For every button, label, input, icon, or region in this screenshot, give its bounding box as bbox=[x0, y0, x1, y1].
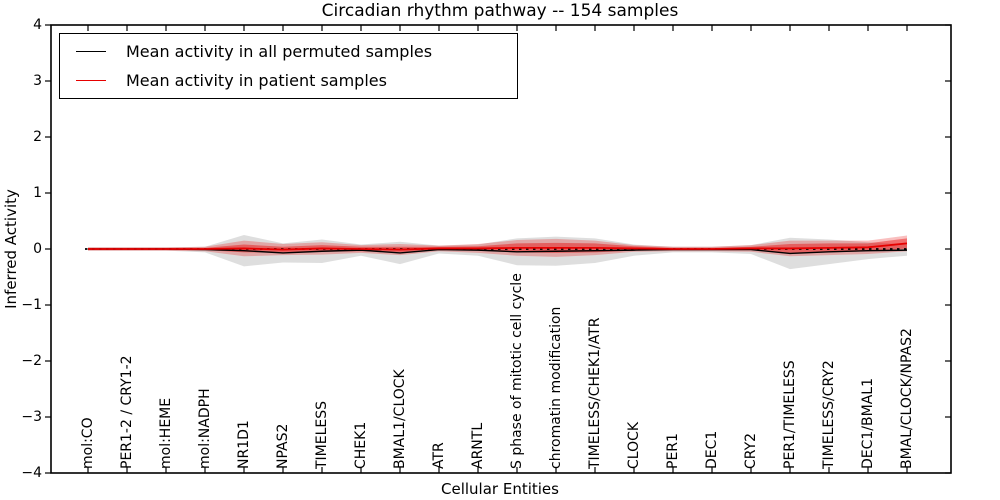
svg-text:0: 0 bbox=[33, 241, 42, 257]
svg-text:4: 4 bbox=[33, 17, 42, 33]
svg-text:BMAL/CLOCK/NPAS2: BMAL/CLOCK/NPAS2 bbox=[899, 328, 915, 469]
svg-text:CLOCK: CLOCK bbox=[626, 421, 642, 469]
legend-item-permuted: Mean activity in all permuted samples bbox=[68, 37, 509, 66]
svg-text:−1: −1 bbox=[21, 297, 42, 313]
permuted-line-swatch bbox=[76, 51, 106, 52]
svg-text:mol:HEME: mol:HEME bbox=[158, 398, 174, 469]
svg-text:PER1/TIMELESS: PER1/TIMELESS bbox=[782, 360, 798, 469]
svg-text:DEC1/BMAL1: DEC1/BMAL1 bbox=[860, 378, 876, 469]
patient-outer-range bbox=[88, 235, 907, 257]
svg-text:CHEK1: CHEK1 bbox=[353, 422, 369, 469]
svg-text:DEC1: DEC1 bbox=[704, 431, 720, 469]
y-axis-ticks bbox=[45, 24, 951, 474]
svg-text:−2: −2 bbox=[21, 353, 42, 369]
svg-text:3: 3 bbox=[33, 73, 42, 89]
svg-text:mol:CO: mol:CO bbox=[80, 417, 96, 469]
svg-text:mol:NADPH: mol:NADPH bbox=[197, 388, 213, 469]
svg-text:chromatin modification: chromatin modification bbox=[548, 307, 564, 469]
legend-label-patient: Mean activity in patient samples bbox=[126, 71, 387, 90]
svg-text:S phase of mitotic cell cycle: S phase of mitotic cell cycle bbox=[509, 273, 525, 469]
legend-item-patient: Mean activity in patient samples bbox=[68, 66, 509, 95]
svg-text:PER1-2 / CRY1-2: PER1-2 / CRY1-2 bbox=[119, 355, 135, 469]
legend-label-permuted: Mean activity in all permuted samples bbox=[126, 42, 433, 61]
svg-text:TIMELESS/CHEK1/ATR: TIMELESS/CHEK1/ATR bbox=[587, 317, 603, 470]
svg-text:PER1: PER1 bbox=[665, 433, 681, 469]
x-tick-labels: mol:CO PER1-2 / CRY1-2 mol:HEME mol:NADPH NR… bbox=[80, 273, 915, 470]
svg-text:BMAL1/CLOCK: BMAL1/CLOCK bbox=[392, 368, 408, 469]
y-tick-labels: −4 −3 −2 −1 0 1 2 3 4 bbox=[21, 17, 42, 481]
svg-text:−3: −3 bbox=[21, 409, 42, 425]
svg-text:−4: −4 bbox=[21, 465, 42, 481]
svg-text:1: 1 bbox=[33, 185, 42, 201]
chart-title: Circadian rhythm pathway -- 154 samples bbox=[321, 1, 679, 21]
x-axis-label: Cellular Entities bbox=[441, 480, 559, 498]
svg-text:NPAS2: NPAS2 bbox=[275, 424, 291, 469]
svg-text:CRY2: CRY2 bbox=[743, 433, 759, 469]
permuted-range bbox=[88, 235, 907, 270]
svg-text:2: 2 bbox=[33, 129, 42, 145]
bands bbox=[88, 235, 907, 270]
svg-text:ATR: ATR bbox=[431, 442, 447, 469]
legend: Mean activity in all permuted samples Me… bbox=[59, 33, 518, 99]
patient-line-swatch bbox=[76, 80, 106, 81]
svg-text:TIMELESS/CRY2: TIMELESS/CRY2 bbox=[821, 360, 837, 470]
x-axis-ticks bbox=[87, 25, 908, 473]
svg-text:ARNTL: ARNTL bbox=[470, 423, 486, 469]
patient-mean-line bbox=[88, 242, 908, 251]
svg-text:NR1D1: NR1D1 bbox=[236, 420, 252, 469]
svg-text:TIMELESS: TIMELESS bbox=[314, 401, 330, 470]
permuted-mean-line bbox=[88, 248, 908, 255]
